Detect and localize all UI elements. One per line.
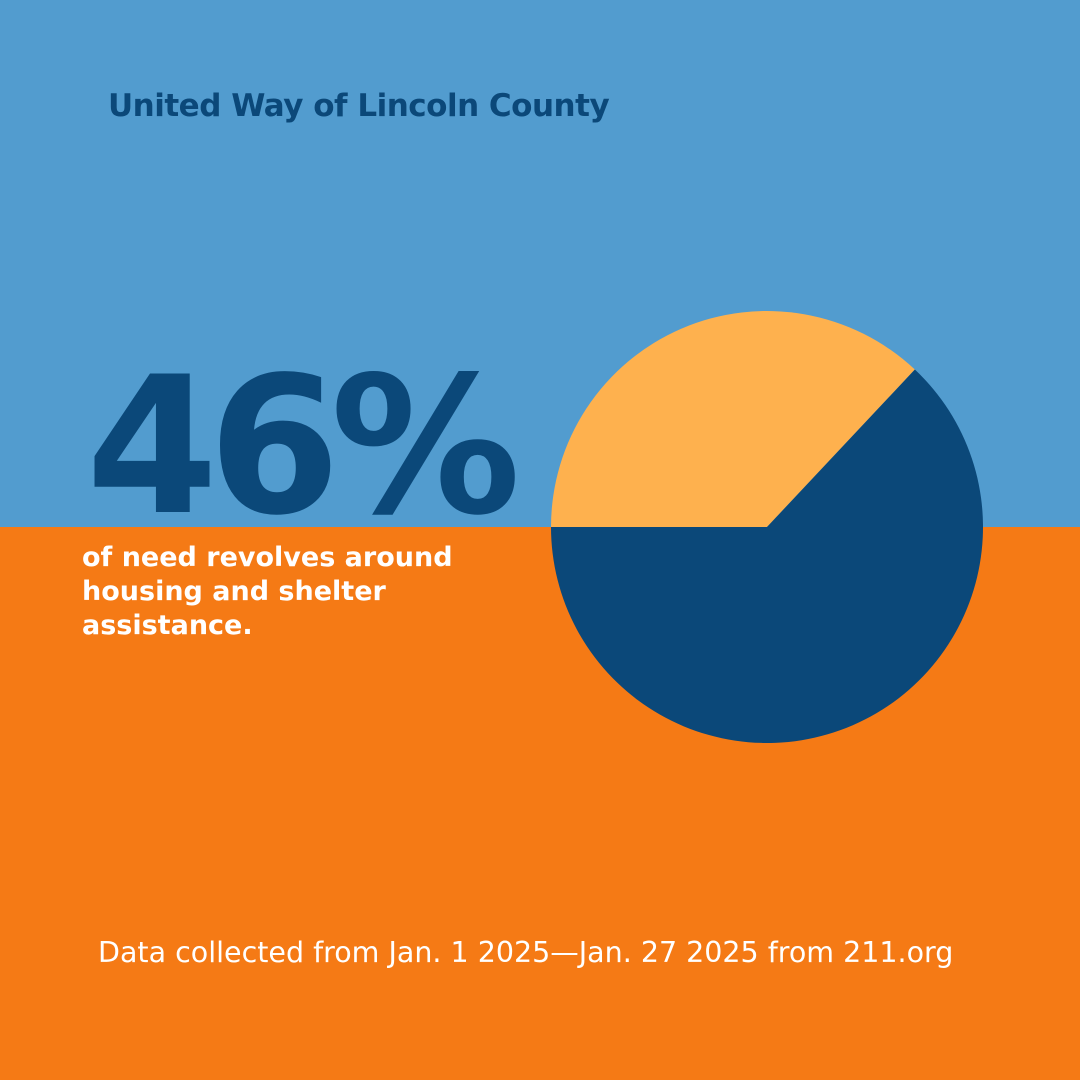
data-source-note: Data collected from Jan. 1 2025—Jan. 27 … (98, 936, 954, 969)
stat-value: 46% (86, 336, 521, 557)
pie-slice-2 (550, 369, 983, 743)
organization-name: United Way of Lincoln County (108, 88, 610, 124)
pie-slice-1 (551, 311, 915, 527)
stat-description: of need revolves around housing and shel… (82, 542, 453, 641)
